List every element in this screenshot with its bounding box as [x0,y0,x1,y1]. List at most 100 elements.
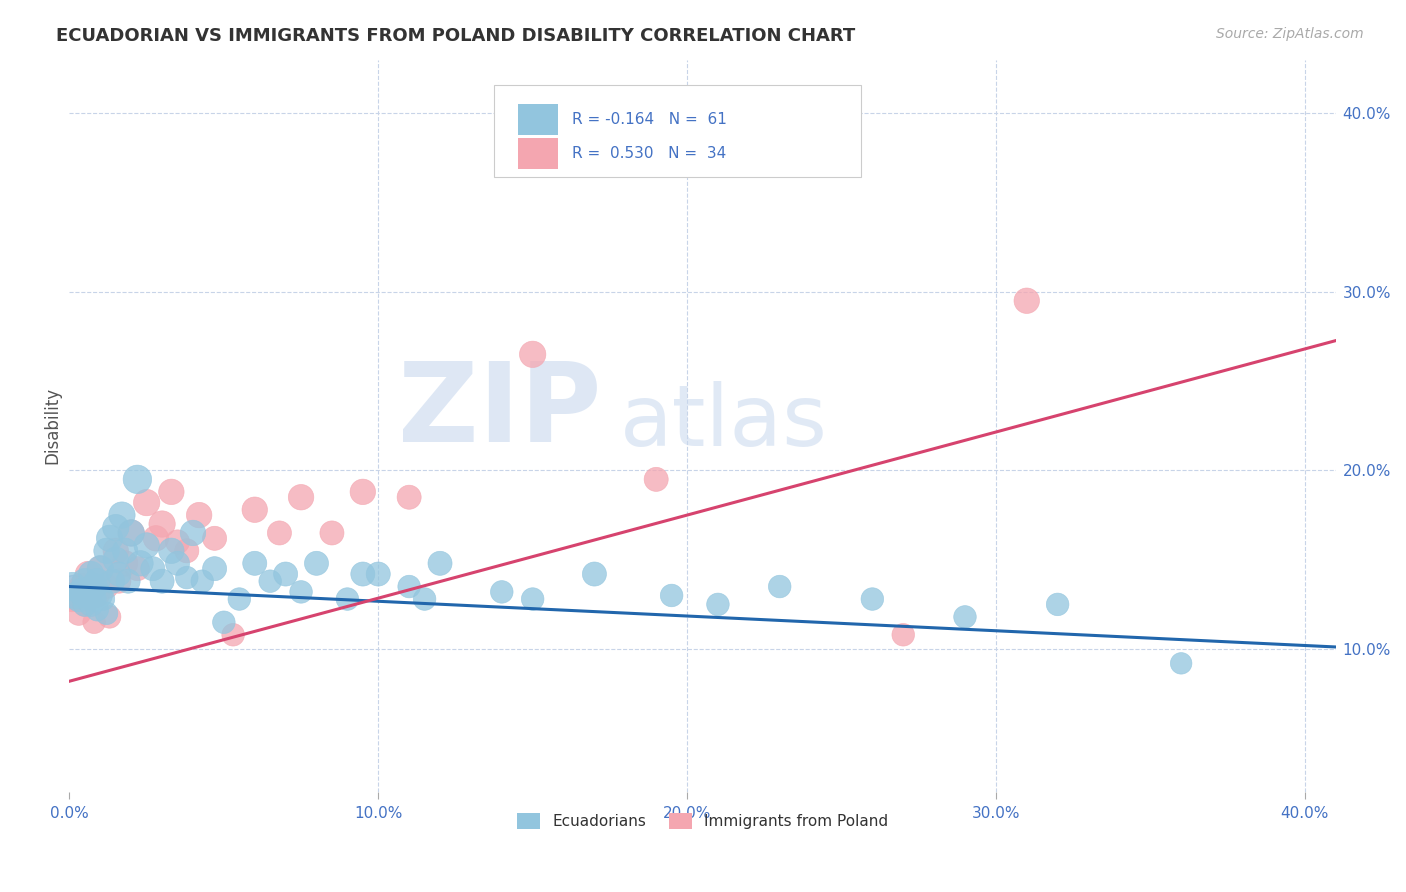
Point [522,347,544,361]
Point [398,580,420,594]
Point [93,592,115,607]
Point [62,585,84,599]
Point [73,574,96,589]
Text: ZIP: ZIP [398,358,602,465]
Point [89,589,111,603]
Point [77,567,100,582]
Point [769,580,792,594]
Point [243,502,266,516]
Point [77,589,100,603]
Point [108,574,131,589]
Point [67,592,90,607]
FancyBboxPatch shape [517,138,558,169]
Point [80,598,103,612]
Point [398,490,420,504]
Point [89,562,111,576]
Point [135,495,157,509]
Point [522,592,544,607]
FancyBboxPatch shape [517,104,558,135]
Point [181,525,204,540]
Point [83,580,105,594]
Point [191,574,214,589]
Point [188,508,211,522]
Point [367,567,389,582]
Point [83,592,105,607]
Point [150,516,173,531]
Point [117,574,139,589]
Point [101,574,124,589]
Point [120,525,142,540]
Point [127,472,149,486]
Point [259,574,281,589]
Point [491,585,513,599]
Point [661,589,683,603]
Point [129,557,152,571]
Text: Source: ZipAtlas.com: Source: ZipAtlas.com [1216,27,1364,41]
Point [645,472,668,486]
Point [429,557,451,571]
Point [336,592,359,607]
Point [160,544,183,558]
Point [953,610,976,624]
Point [166,534,188,549]
Point [204,531,226,545]
Point [96,580,118,594]
Point [65,589,87,603]
Point [86,589,108,603]
Point [67,607,90,621]
Point [305,557,328,571]
Point [290,490,312,504]
Text: R =  0.530   N =  34: R = 0.530 N = 34 [572,146,727,161]
Point [86,603,108,617]
Point [1046,598,1069,612]
Point [111,508,134,522]
FancyBboxPatch shape [494,86,860,177]
Point [269,525,291,540]
Point [1170,657,1192,671]
Point [321,525,343,540]
Point [108,567,131,582]
Point [222,628,245,642]
Point [73,598,96,612]
Point [89,562,111,576]
Point [96,607,118,621]
Point [62,592,84,607]
Point [290,585,312,599]
Point [104,520,127,534]
Point [98,610,121,624]
Point [176,544,198,558]
Point [83,615,105,630]
Point [228,592,250,607]
Legend: Ecuadorians, Immigrants from Poland: Ecuadorians, Immigrants from Poland [510,807,894,836]
Point [135,539,157,553]
Point [166,557,188,571]
Point [145,531,167,545]
Point [96,544,118,558]
Point [583,567,606,582]
Point [860,592,883,607]
Y-axis label: Disability: Disability [44,387,60,465]
Text: atlas: atlas [620,381,828,464]
Point [120,525,142,540]
Point [127,562,149,576]
Point [176,571,198,585]
Point [114,544,136,558]
Point [212,615,235,630]
Point [142,562,165,576]
Point [86,574,108,589]
Point [80,567,103,582]
Text: R = -0.164   N =  61: R = -0.164 N = 61 [572,112,727,128]
Point [352,484,374,499]
Point [104,544,127,558]
Point [62,580,84,594]
Point [114,557,136,571]
Point [70,580,93,594]
Text: ECUADORIAN VS IMMIGRANTS FROM POLAND DISABILITY CORRELATION CHART: ECUADORIAN VS IMMIGRANTS FROM POLAND DIS… [56,27,855,45]
Point [1015,293,1038,308]
Point [707,598,730,612]
Point [73,598,96,612]
Point [98,531,121,545]
Point [243,557,266,571]
Point [274,567,297,582]
Point [352,567,374,582]
